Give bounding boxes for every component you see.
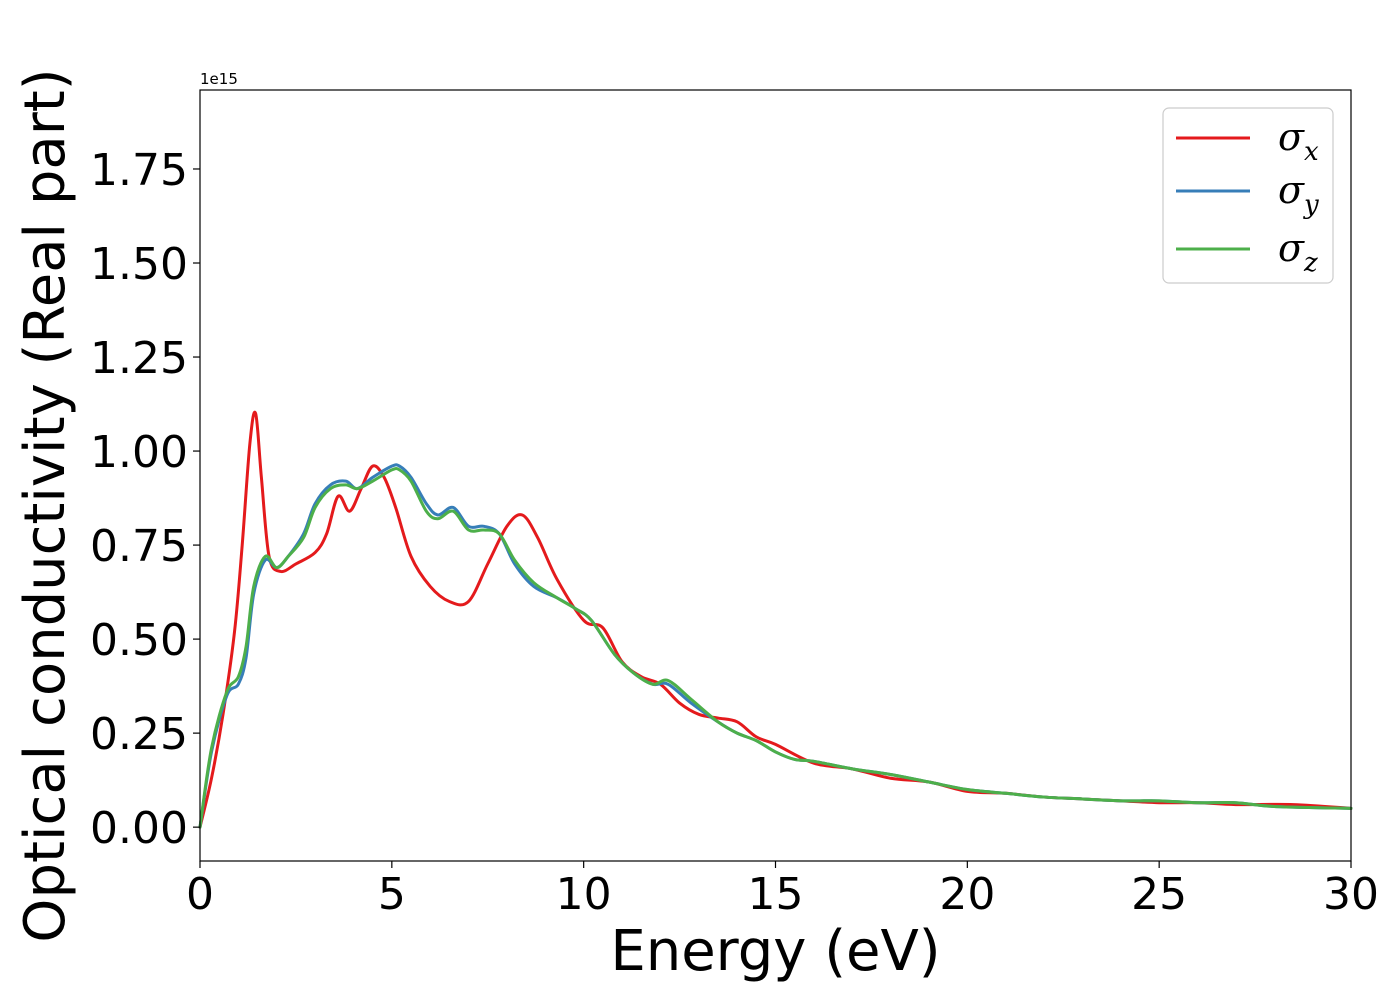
legend-entry-x: σx bbox=[1278, 115, 1319, 167]
y-axis-label: Optical conductivity (Real part) bbox=[13, 68, 78, 942]
x-tick-label: 30 bbox=[1323, 869, 1379, 920]
legend-subscript: x bbox=[1304, 137, 1319, 167]
x-tick-label: 10 bbox=[556, 869, 612, 920]
y-offset-label: 1e15 bbox=[200, 70, 238, 88]
y-tick-label: 0.75 bbox=[90, 521, 188, 572]
legend-subscript: y bbox=[1303, 190, 1319, 220]
legend-symbol: σ bbox=[1278, 168, 1305, 212]
y-axis: 0.00 0.25 0.50 0.75 1.00 1.25 1.50 1.75 bbox=[90, 145, 200, 854]
y-tick-label: 1.75 bbox=[90, 145, 188, 196]
legend-symbol: σ bbox=[1278, 226, 1305, 270]
x-tick-label: 0 bbox=[186, 869, 214, 920]
x-tick-label: 25 bbox=[1131, 869, 1187, 920]
legend-symbol: σ bbox=[1278, 115, 1305, 159]
legend-entry-y: σy bbox=[1278, 168, 1319, 220]
x-tick-label: 15 bbox=[748, 869, 804, 920]
y-tick-label: 0.00 bbox=[90, 803, 188, 854]
y-tick-label: 0.50 bbox=[90, 615, 188, 666]
series-layer bbox=[198, 410, 1353, 829]
x-axis-label: Energy (eV) bbox=[610, 919, 940, 984]
legend-box bbox=[1162, 107, 1334, 284]
x-tick-label: 5 bbox=[378, 869, 406, 920]
x-axis: 0 5 10 15 20 25 30 bbox=[186, 861, 1379, 920]
legend-subscript: z bbox=[1303, 248, 1318, 278]
y-tick-label: 0.25 bbox=[90, 709, 188, 760]
series-line-z bbox=[198, 466, 1353, 829]
series-line-x bbox=[198, 410, 1353, 829]
x-tick-label: 20 bbox=[939, 869, 995, 920]
y-tick-label: 1.50 bbox=[90, 239, 188, 290]
legend-entry-z: σz bbox=[1278, 226, 1318, 278]
y-tick-label: 1.00 bbox=[90, 427, 188, 478]
y-tick-label: 1.25 bbox=[90, 333, 188, 384]
